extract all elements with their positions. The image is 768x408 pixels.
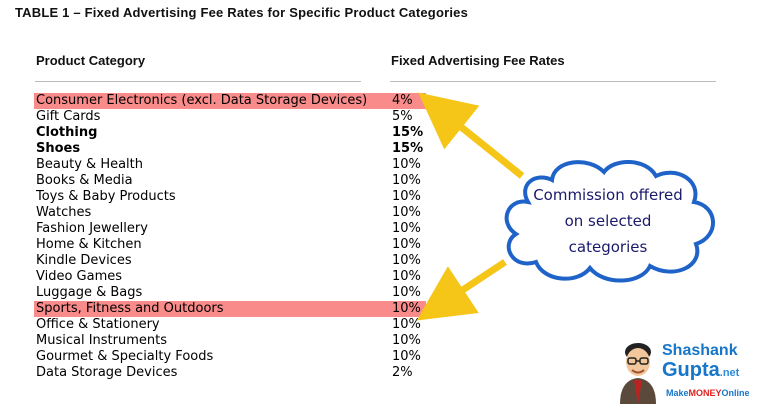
rate-cell: 10% <box>392 205 421 220</box>
category-cell: Musical Instruments <box>36 333 167 348</box>
cloud-text: Commission offered on selected categorie… <box>518 182 698 260</box>
cloud-line-3: categories <box>568 238 648 256</box>
table-row: Data Storage Devices 2% <box>36 365 466 381</box>
category-cell: Sports, Fitness and Outdoors <box>36 301 224 316</box>
brand-tld: .net <box>719 367 740 379</box>
table-row: Books & Media 10% <box>36 173 466 189</box>
cloud-shape <box>504 159 715 283</box>
category-cell: Beauty & Health <box>36 157 144 172</box>
category-cell: Luggage & Bags <box>36 285 143 300</box>
category-cell: Gourmet & Specialty Foods <box>36 349 214 364</box>
cloud-line-2: on selected <box>564 212 652 230</box>
table-row: Gourmet & Specialty Foods 10% <box>36 349 466 365</box>
brand-last-name: Gupta.net <box>662 359 739 382</box>
table-row: Video Games 10% <box>36 269 466 285</box>
rate-cell: 10% <box>392 253 421 268</box>
brand-logo: Shashank Gupta.net MakeMONEYOnline <box>616 340 766 406</box>
avatar-icon <box>620 343 656 404</box>
category-cell: Gift Cards <box>36 109 101 124</box>
header-divider-left <box>35 81 361 82</box>
table-title: TABLE 1 – Fixed Advertising Fee Rates fo… <box>15 5 469 20</box>
tagline-make: Make <box>666 388 689 398</box>
table-row: Gift Cards 5% <box>36 109 466 125</box>
rate-cell: 10% <box>392 221 421 236</box>
header-divider-right <box>390 81 716 82</box>
rate-cell: 10% <box>392 301 421 316</box>
rate-cell: 10% <box>392 317 421 332</box>
cloud-line-1: Commission offered <box>533 186 683 204</box>
tagline-money: MONEY <box>688 388 722 398</box>
table-row: Toys & Baby Products 10% <box>36 189 466 205</box>
category-cell: Consumer Electronics (excl. Data Storage… <box>36 93 368 108</box>
category-cell: Books & Media <box>36 173 133 188</box>
table-row: Beauty & Health 10% <box>36 157 466 173</box>
rate-cell: 10% <box>392 349 421 364</box>
column-header-rate: Fixed Advertising Fee Rates <box>391 53 565 68</box>
table-row: Watches 10% <box>36 205 466 221</box>
category-cell: Toys & Baby Products <box>36 189 176 204</box>
table-row: Sports, Fitness and Outdoors 10% <box>34 301 466 317</box>
row-highlight <box>34 301 426 317</box>
rate-cell: 10% <box>392 173 421 188</box>
brand-first-name: Shashank <box>662 342 738 359</box>
table-row: Home & Kitchen 10% <box>36 237 466 253</box>
rate-cell: 2% <box>392 365 413 380</box>
table-row: Musical Instruments 10% <box>36 333 466 349</box>
rate-cell: 10% <box>392 285 421 300</box>
table-row: Fashion Jewellery 10% <box>36 221 466 237</box>
category-cell: Shoes <box>36 141 81 156</box>
category-cell: Kindle Devices <box>36 253 132 268</box>
rate-cell: 10% <box>392 237 421 252</box>
rate-cell: 10% <box>392 269 421 284</box>
table-row: Clothing 15% <box>36 125 466 141</box>
row-highlight <box>34 93 426 109</box>
category-cell: Home & Kitchen <box>36 237 142 252</box>
rate-cell: 10% <box>392 189 421 204</box>
fee-table: Consumer Electronics (excl. Data Storage… <box>34 93 466 381</box>
category-cell: Data Storage Devices <box>36 365 178 380</box>
rate-cell: 15% <box>392 141 424 156</box>
category-cell: Watches <box>36 205 92 220</box>
category-cell: Fashion Jewellery <box>36 221 148 236</box>
cloud-callout <box>504 159 715 283</box>
rate-cell: 5% <box>392 109 413 124</box>
table-row: Office & Stationery 10% <box>36 317 466 333</box>
rate-cell: 10% <box>392 157 421 172</box>
category-cell: Video Games <box>36 269 123 284</box>
column-header-category: Product Category <box>36 53 146 68</box>
tagline-online: Online <box>721 388 750 398</box>
table-row: Kindle Devices 10% <box>36 253 466 269</box>
category-cell: Clothing <box>36 125 98 140</box>
table-row: Consumer Electronics (excl. Data Storage… <box>34 93 466 109</box>
brand-last-name-text: Gupta <box>662 359 720 381</box>
brand-tagline: MakeMONEYOnline <box>666 388 750 398</box>
rate-cell: 15% <box>392 125 424 140</box>
rate-cell: 10% <box>392 333 421 348</box>
table-row: Luggage & Bags 10% <box>36 285 466 301</box>
category-cell: Office & Stationery <box>36 317 160 332</box>
rate-cell: 4% <box>392 93 413 108</box>
table-row: Shoes 15% <box>36 141 466 157</box>
